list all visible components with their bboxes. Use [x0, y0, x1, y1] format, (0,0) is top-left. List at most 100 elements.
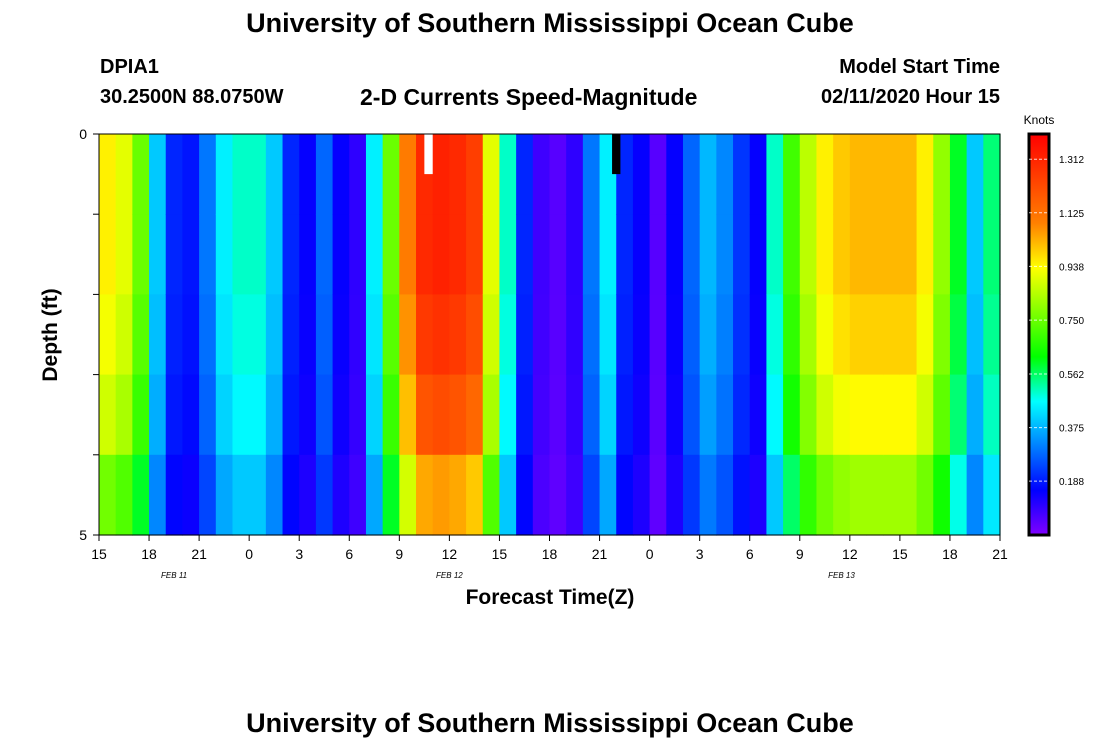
heatmap-cell	[949, 214, 968, 295]
heatmap-cell	[649, 134, 667, 215]
heatmap-cell	[566, 294, 584, 376]
heatmap-cell	[265, 454, 284, 536]
heatmap-cell	[783, 454, 801, 536]
page-title: University of Southern Mississippi Ocean…	[246, 8, 854, 38]
colorbar-tick-label: 0.562	[1059, 370, 1084, 381]
heatmap-cell	[983, 454, 1001, 536]
heatmap-cell	[382, 214, 400, 295]
heatmap-cell	[315, 454, 334, 536]
heatmap-cell	[949, 294, 968, 376]
heatmap-cell	[282, 454, 300, 536]
heatmap-cell	[616, 454, 634, 536]
heatmap-cell	[933, 134, 951, 215]
y-axis-label: Depth (ft)	[39, 288, 62, 381]
heatmap-cell	[182, 294, 200, 376]
heatmap-cell	[933, 294, 951, 376]
heatmap-cell	[365, 374, 384, 456]
heatmap-cell	[132, 294, 150, 376]
heatmap-cell	[966, 454, 984, 536]
heatmap-cell	[382, 374, 400, 456]
heatmap-cell	[132, 214, 150, 295]
heatmap-cell	[215, 294, 234, 376]
heatmap-cell	[799, 294, 818, 376]
heatmap-cell	[699, 374, 717, 456]
heatmap-cell	[649, 214, 667, 295]
heatmap-cell	[315, 214, 334, 295]
heatmap-cell	[349, 454, 367, 536]
heatmap-cell	[315, 294, 334, 376]
heatmap-cell	[549, 134, 567, 215]
x-tick-label: 18	[942, 546, 958, 562]
heatmap-cell	[332, 214, 350, 295]
heatmap-cell	[716, 214, 734, 295]
heatmap-cell	[165, 374, 184, 456]
x-tick-label: 15	[492, 546, 508, 562]
date-label: FEB 12	[436, 571, 463, 580]
heatmap-cell	[99, 214, 117, 295]
heatmap-cell	[933, 214, 951, 295]
heatmap-cell	[632, 454, 651, 536]
heatmap-cell	[816, 454, 834, 536]
heatmap-cell	[115, 374, 133, 456]
heatmap-cell	[516, 454, 534, 536]
y-tick-label: 5	[79, 527, 87, 543]
heatmap-cell	[983, 134, 1001, 215]
heatmap-cell	[699, 214, 717, 295]
heatmap-cell	[199, 134, 217, 215]
heatmap-cell	[432, 374, 450, 456]
heatmap-cell	[716, 134, 734, 215]
heatmap-cell	[449, 374, 467, 456]
missing-data-marks	[424, 134, 621, 175]
heatmap-cell	[666, 134, 684, 215]
heatmap-cell	[149, 454, 167, 536]
heatmap-cell	[849, 294, 868, 376]
missing-data-mark	[424, 134, 433, 175]
heatmap-cell	[516, 214, 534, 295]
heatmap-cell	[199, 294, 217, 376]
heatmap-cell	[365, 454, 384, 536]
heatmap-cell	[766, 134, 784, 215]
heatmap-cell	[449, 214, 467, 295]
heatmap-cell	[766, 454, 784, 536]
heatmap-cell	[582, 454, 601, 536]
date-label: FEB 11	[161, 571, 187, 580]
heatmap-cell	[549, 294, 567, 376]
heatmap-cell	[599, 214, 617, 295]
heatmap-cell	[466, 214, 484, 295]
heatmap-cell	[649, 454, 667, 536]
heatmap-cell	[899, 294, 918, 376]
heatmap-cell	[849, 374, 868, 456]
heatmap-cell	[599, 294, 617, 376]
heatmap-cell	[733, 374, 751, 456]
colorbar-legend: Knots 1.312 1.125 0.938 0.750 0.562 0.375 0.188	[1024, 113, 1084, 537]
x-tick-label: 0	[646, 546, 654, 562]
heatmap-cell	[232, 374, 250, 456]
heatmap-cell	[332, 374, 350, 456]
heatmap-cell	[966, 214, 984, 295]
x-tick-label: 15	[892, 546, 908, 562]
heatmap-cell	[299, 294, 317, 376]
heatmap-cell	[232, 294, 250, 376]
heatmap-cell	[466, 374, 484, 456]
heatmap-cell	[532, 454, 551, 536]
heatmap-cell	[949, 134, 968, 215]
x-tick-label: 9	[395, 546, 403, 562]
heatmap-cell	[249, 454, 267, 536]
heatmap-cell	[149, 134, 167, 215]
heatmap-cell	[899, 134, 918, 215]
heatmap-cell	[716, 374, 734, 456]
colorbar-tick-label: 1.312	[1059, 155, 1084, 166]
heatmap-cell	[966, 374, 984, 456]
heatmap-cell	[399, 134, 417, 215]
heatmap-cell	[99, 134, 117, 215]
heatmap-cell	[616, 134, 634, 215]
heatmap-cell	[649, 294, 667, 376]
heatmap-cell	[282, 294, 300, 376]
heatmap-cell	[349, 214, 367, 295]
heatmap-cell	[532, 294, 551, 376]
heatmap-cell	[332, 134, 350, 215]
heatmap-cell	[833, 374, 851, 456]
heatmap-cell	[699, 454, 717, 536]
heatmap-cell	[165, 214, 184, 295]
